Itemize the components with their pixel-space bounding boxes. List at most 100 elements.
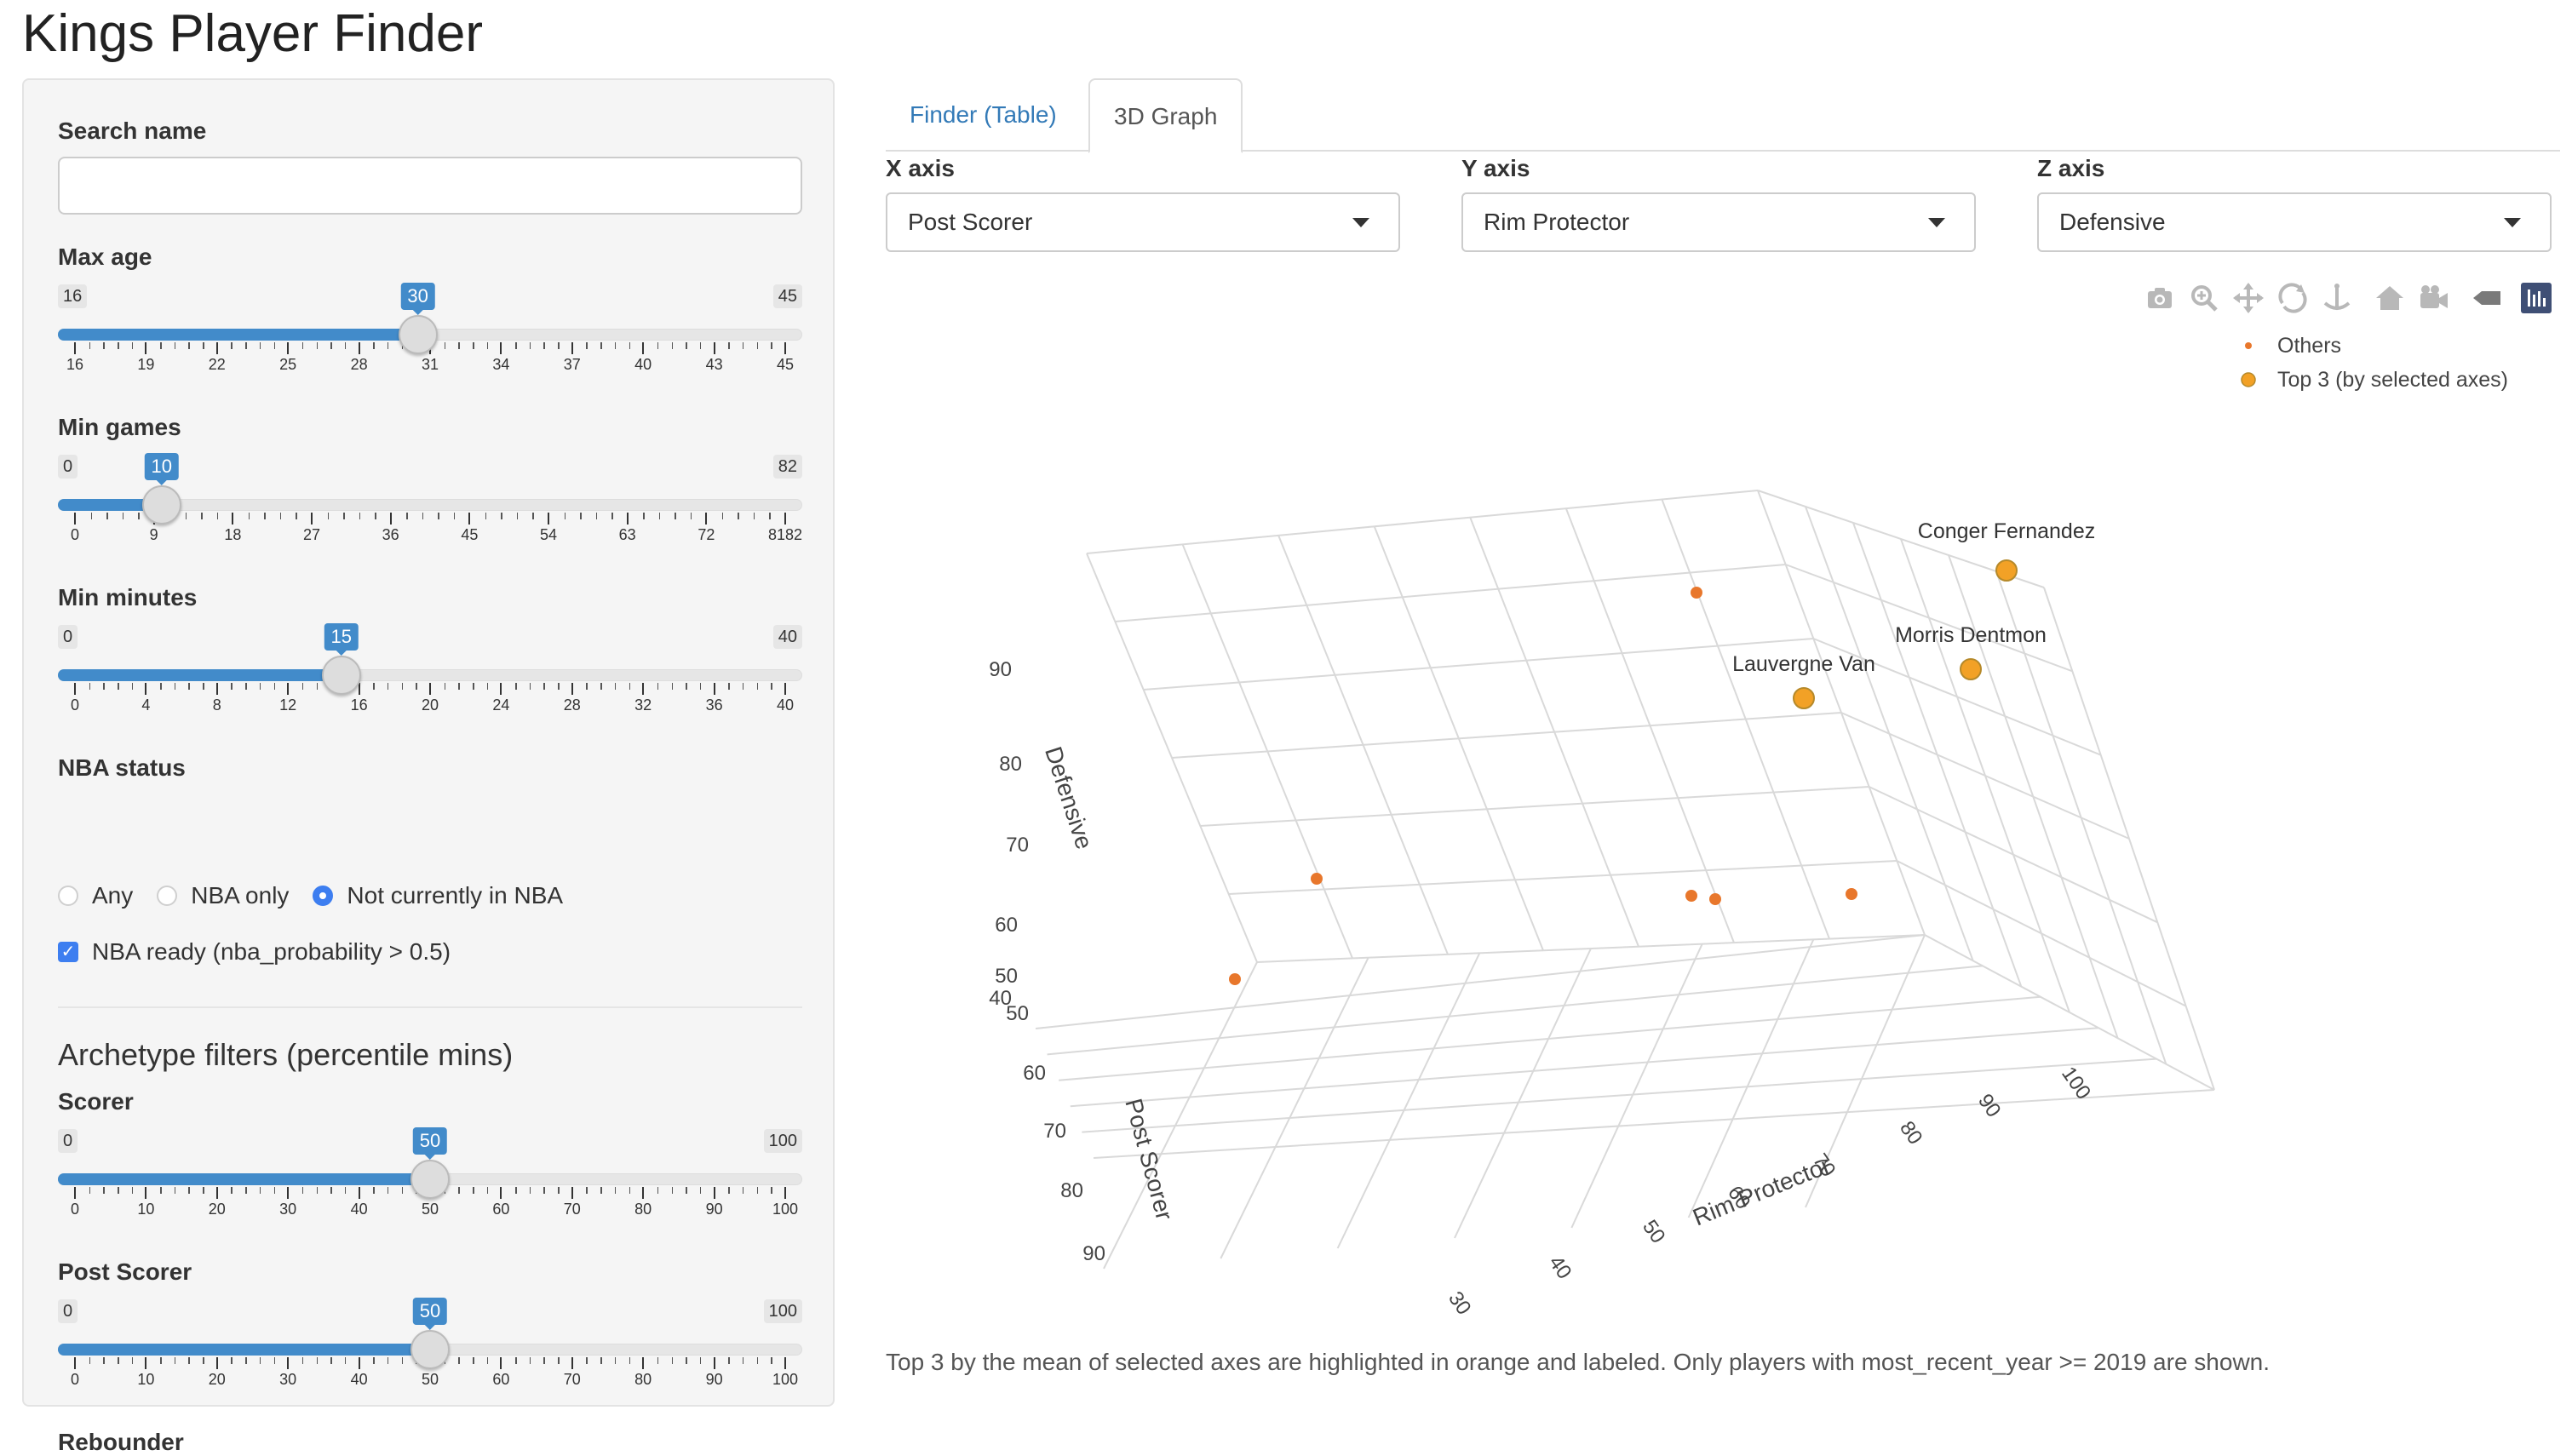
caret-down-icon <box>1928 218 1945 227</box>
max-age-slider[interactable]: 16 45 30 16 19 22 25 28 31 34 37 40 43 45 <box>58 283 802 387</box>
slider-handle[interactable] <box>410 1160 450 1199</box>
slider-minor-tick <box>742 1357 744 1364</box>
scatter-3d-plot[interactable]: 405060708090506070809030405060708090100 … <box>886 324 2560 1328</box>
legend-item-top3[interactable]: Top 3 (by selected axes) <box>2231 363 2508 397</box>
radio-not-in-nba[interactable]: Not currently in NBA <box>313 882 563 909</box>
slider-tick-label: 36 <box>382 526 399 543</box>
radio-circle[interactable] <box>157 886 178 906</box>
min-games-label: Min games <box>58 414 181 440</box>
slider-tick <box>74 513 76 525</box>
camera-icon[interactable] <box>2143 281 2177 315</box>
post-scorer-slider[interactable]: 0 100 50 0 10 20 30 40 50 60 70 80 90 100 <box>58 1298 802 1402</box>
z-axis-title: Defensive <box>1040 743 1098 852</box>
tab-finder-table[interactable]: Finder (Table) <box>910 101 1057 128</box>
search-input[interactable] <box>58 157 802 215</box>
orbit-icon[interactable] <box>2276 281 2310 315</box>
grid-line <box>1454 948 1592 1239</box>
slider-minor-tick <box>131 1187 134 1194</box>
slider-min-label: 0 <box>58 455 78 479</box>
slider-ticks: 0 4 8 12 16 20 24 28 32 36 40 <box>58 683 802 714</box>
slider-tick-label: 19 <box>137 356 155 373</box>
slider-value-badge: 15 <box>324 623 359 656</box>
slider-value-badge: 50 <box>412 1298 448 1330</box>
slider-minor-tick <box>387 683 389 690</box>
slider-minor-tick <box>543 683 545 690</box>
slider-tick <box>287 1357 290 1369</box>
slider-tick-label: 4 <box>141 696 151 714</box>
camera-reset-icon[interactable] <box>2417 281 2451 315</box>
nba-ready-label: NBA ready (nba_probability > 0.5) <box>92 938 451 965</box>
grid-line <box>1995 570 2167 1064</box>
z-axis-select[interactable]: Defensive <box>2037 192 2552 252</box>
slider-tick-label: 54 <box>539 526 558 543</box>
checkmark-icon[interactable]: ✓ <box>58 942 78 962</box>
slider-tick-label: 60 <box>492 1371 510 1388</box>
slider-tick <box>705 513 708 525</box>
slider-tick <box>642 1187 645 1199</box>
slider-minor-tick <box>216 513 219 519</box>
x-tick-label: 80 <box>1060 1179 1083 1202</box>
slider-tick-label: 63 <box>618 526 636 543</box>
x-axis-select[interactable]: Post Scorer <box>886 192 1400 252</box>
slider-tick <box>571 683 573 695</box>
slider-max-label: 100 <box>763 1299 802 1323</box>
legend-item-others[interactable]: Others <box>2231 329 2508 363</box>
slider-min-label: 16 <box>58 284 88 308</box>
search-label: Search name <box>58 118 207 144</box>
slider-tick-label: 100 <box>772 1201 799 1218</box>
scorer-slider[interactable]: 0 100 50 0 10 20 30 40 50 60 70 80 90 100 <box>58 1127 802 1231</box>
slider-tick-label: 43 <box>705 356 723 373</box>
slider-handle[interactable] <box>410 1330 450 1369</box>
nba-ready-checkbox-row[interactable]: ✓ NBA ready (nba_probability > 0.5) <box>58 938 451 966</box>
slider-tick <box>642 683 645 695</box>
radio-nba-only[interactable]: NBA only <box>157 882 289 909</box>
slider-minor-tick <box>742 342 744 349</box>
z-tick-label: 90 <box>989 658 1012 681</box>
data-point-other <box>1709 893 1721 905</box>
slider-minor-tick <box>103 683 105 690</box>
slider-minor-tick <box>686 342 687 349</box>
slider-handle[interactable] <box>321 656 361 695</box>
turntable-icon[interactable] <box>2320 281 2354 315</box>
min-minutes-slider[interactable]: 0 40 15 0 4 8 12 16 20 24 28 32 36 40 <box>58 623 802 727</box>
slider-minor-tick <box>259 1187 261 1194</box>
y-axis-select[interactable]: Rim Protector <box>1461 192 1976 252</box>
slider-handle[interactable] <box>141 485 181 525</box>
slider-tick <box>74 1187 76 1199</box>
slider-minor-tick <box>174 1357 176 1364</box>
slider-minor-tick <box>160 683 162 690</box>
hover-toggle-icon[interactable] <box>2470 281 2504 315</box>
slider-handle[interactable] <box>398 315 438 354</box>
slider-minor-tick <box>600 683 602 690</box>
radio-any[interactable]: Any <box>58 882 133 909</box>
slider-minor-tick <box>248 513 250 519</box>
slider-tick-label: 22 <box>208 356 226 373</box>
slider-minor-tick <box>316 1187 319 1194</box>
slider-tick <box>500 342 502 354</box>
zoom-icon[interactable] <box>2187 281 2221 315</box>
slider-minor-tick <box>273 1187 276 1194</box>
plot-point-labels: Conger Fernandez Morris Dentmon Lauvergne … <box>1732 519 2095 676</box>
slider-tick <box>74 342 76 354</box>
min-games-slider[interactable]: 0 82 10 0 9 18 27 36 45 54 63 72 8182 <box>58 453 802 557</box>
divider <box>58 1006 802 1008</box>
tab-3d-graph[interactable]: 3D Graph <box>1088 78 1243 153</box>
data-point-other <box>1846 888 1857 900</box>
slider-minor-tick <box>231 342 233 349</box>
slider-minor-tick <box>90 513 93 519</box>
plotly-logo-icon[interactable] <box>2519 281 2553 315</box>
slider-minor-tick <box>296 513 297 519</box>
x-tick-label: 50 <box>1006 1002 1029 1025</box>
slider-tick-label: 28 <box>563 696 581 714</box>
slider-tick-label: 40 <box>776 696 795 714</box>
slider-minor-tick <box>486 342 489 349</box>
radio-circle[interactable] <box>58 886 78 906</box>
slider-minor-tick <box>516 513 519 519</box>
home-icon[interactable] <box>2373 281 2407 315</box>
radio-circle-selected[interactable] <box>313 886 334 906</box>
slider-minor-tick <box>422 513 424 519</box>
slider-minor-tick <box>458 683 460 690</box>
y-tick-label: 40 <box>1544 1252 1576 1283</box>
slider-tick-label: 16 <box>350 696 368 714</box>
pan-icon[interactable] <box>2231 281 2265 315</box>
